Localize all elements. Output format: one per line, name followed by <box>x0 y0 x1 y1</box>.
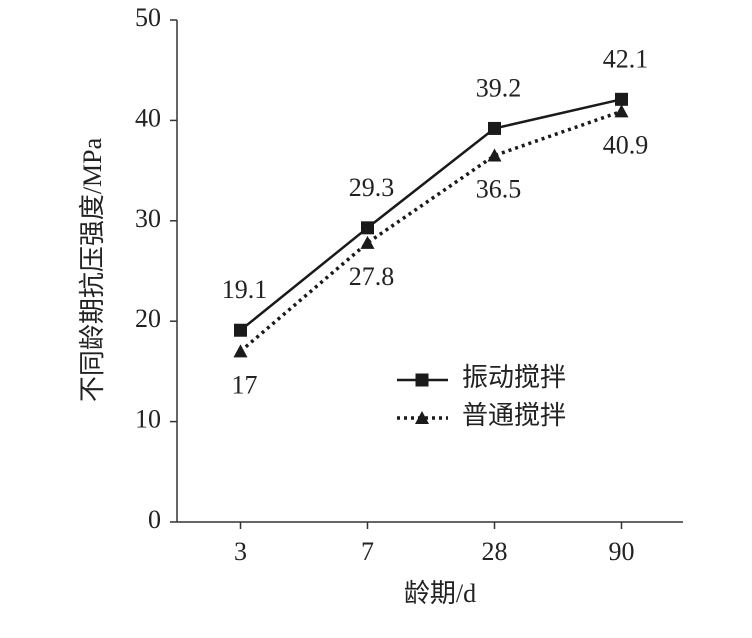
x-tick-label: 3 <box>234 537 247 566</box>
legend-label: 振动搅拌 <box>462 363 566 392</box>
marker <box>415 411 429 424</box>
marker <box>614 104 629 118</box>
y-tick-label: 10 <box>135 405 161 434</box>
y-tick-label: 50 <box>135 3 161 32</box>
data-label: 39.2 <box>476 73 522 102</box>
y-tick-label: 0 <box>148 505 161 534</box>
data-label: 27.8 <box>349 262 395 291</box>
y-tick-label: 40 <box>135 103 161 132</box>
y-tick-label: 20 <box>135 304 161 333</box>
marker <box>488 121 501 135</box>
x-tick-label: 90 <box>609 537 635 566</box>
data-label: 36.5 <box>476 175 522 204</box>
marker <box>487 148 502 162</box>
marker <box>360 235 375 249</box>
y-tick-label: 30 <box>135 204 161 233</box>
y-axis-label: 不同龄期抗压强度/MPa <box>78 137 107 402</box>
data-label: 42.1 <box>603 44 649 73</box>
data-label: 17 <box>232 370 258 399</box>
series-line <box>239 109 623 353</box>
data-label: 29.3 <box>349 173 395 202</box>
x-axis-label: 龄期/d <box>404 579 476 608</box>
x-tick-label: 7 <box>361 537 374 566</box>
series-line <box>239 98 622 332</box>
marker <box>233 344 248 358</box>
data-label: 19.1 <box>222 275 268 304</box>
data-label: 40.9 <box>603 130 649 159</box>
legend-label: 普通搅拌 <box>462 401 566 430</box>
marker <box>615 92 628 106</box>
marker <box>415 373 429 387</box>
x-tick-label: 28 <box>482 537 508 566</box>
marker <box>361 221 374 235</box>
marker <box>234 323 247 337</box>
